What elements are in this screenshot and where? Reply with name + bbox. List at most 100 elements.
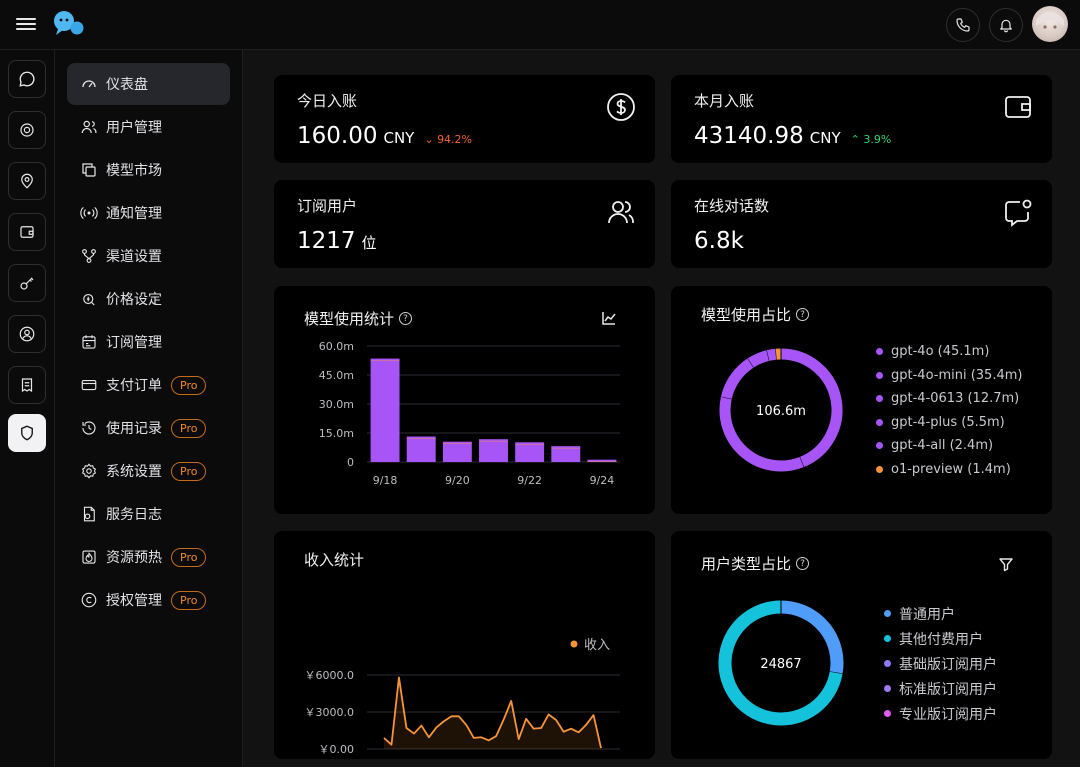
stat-value: 160.00 CNY ⌄ 94.2% [297, 123, 472, 149]
stat-value: 1217 位 [297, 228, 377, 254]
legend-item[interactable]: 标准版订阅用户 [884, 676, 997, 701]
key-icon [20, 277, 34, 290]
bar [479, 439, 508, 462]
legend-item[interactable]: gpt-4-all (2.4m) [876, 434, 1022, 458]
rail-user-circle-button[interactable] [8, 315, 46, 353]
model-share-donut: 106.6m [719, 348, 843, 472]
user-pin-icon [21, 173, 33, 189]
legend-item[interactable]: gpt-4-plus (5.5m) [876, 411, 1022, 435]
stat-number: 160.00 [297, 123, 378, 149]
help-icon[interactable]: ? [796, 557, 810, 570]
avatar[interactable] [1032, 6, 1068, 42]
history-icon [79, 418, 99, 438]
phone-icon [956, 18, 970, 32]
donut-slice [721, 358, 754, 400]
phone-button[interactable] [946, 8, 980, 42]
rail-key-button[interactable] [8, 264, 46, 302]
rail-openai-button[interactable] [8, 111, 46, 149]
sidebar-item-notifications[interactable]: 通知管理 [67, 192, 230, 234]
rail-user-pin-button[interactable] [8, 162, 46, 200]
donut-slice [766, 348, 777, 361]
legend-item[interactable]: o1-preview (1.4m) [876, 458, 1022, 482]
sidebar-item-label: 仪表盘 [106, 77, 148, 93]
x-tick-label: 9/22 [517, 474, 542, 487]
sidebar-item-license[interactable]: 授权管理 Pro [67, 579, 230, 621]
rail-receipt-button[interactable] [8, 366, 46, 404]
sidebar-item-system-settings[interactable]: 系统设置 Pro [67, 450, 230, 492]
notification-button[interactable] [989, 8, 1023, 42]
legend-label: gpt-4-0613 (12.7m) [891, 391, 1020, 407]
sidebar-item-payments[interactable]: 支付订单 Pro [67, 364, 230, 406]
price-tag-icon [79, 289, 99, 309]
rail-shield-button[interactable] [8, 414, 46, 452]
legend-item[interactable]: 普通用户 [884, 601, 997, 626]
bar [406, 436, 436, 462]
sidebar-item-label: 授权管理 [106, 593, 162, 609]
stat-value: 43140.98 CNY ⌃ 3.9% [694, 123, 891, 149]
legend-label: 收入 [584, 638, 610, 653]
stat-number: 1217 [297, 228, 356, 254]
user-type-panel: 用户类型占比? 24867 普通用户 其他付费用户 基础版订阅用户 标准版订阅用… [671, 531, 1052, 759]
shield-icon [21, 425, 33, 441]
line-chart-icon[interactable] [601, 310, 617, 326]
menu-toggle-icon[interactable] [16, 15, 36, 33]
legend-label: gpt-4-all (2.4m) [891, 438, 994, 454]
sidebar-item-model-market[interactable]: 模型市场 [67, 149, 230, 191]
y-tick-label: 30.0m [319, 398, 354, 411]
sidebar-item-users[interactable]: 用户管理 [67, 106, 230, 148]
panel-title-text: 模型使用占比 [701, 306, 792, 324]
wallet-icon [20, 226, 34, 238]
legend-item[interactable]: gpt-4-0613 (12.7m) [876, 387, 1022, 411]
sidebar-item-label: 资源预热 [106, 550, 162, 566]
panel-title: 收入统计 [304, 551, 365, 569]
help-icon[interactable]: ? [796, 308, 810, 321]
bar [587, 459, 617, 462]
sidebar-item-resource-warmup[interactable]: 资源预热 Pro [67, 536, 230, 578]
chat-icon [19, 71, 35, 87]
y-tick-label: 15.0m [319, 427, 354, 440]
legend-label: gpt-4o (45.1m) [891, 344, 990, 360]
slice-divider [799, 456, 805, 468]
y-tick-label: ￥3000.0 [305, 706, 355, 719]
stat-title: 订阅用户 [297, 197, 358, 215]
line-area [384, 677, 601, 749]
donut-slice [719, 396, 804, 472]
stat-card-month: 本月入账 43140.98 CNY ⌃ 3.9% [671, 75, 1052, 163]
legend-item[interactable]: 基础版订阅用户 [884, 651, 997, 676]
filter-icon[interactable] [998, 556, 1014, 572]
users-icon [79, 117, 99, 137]
sidebar-item-label: 渠道设置 [106, 249, 162, 265]
sidebar-item-pricing[interactable]: 价格设定 [67, 278, 230, 320]
sidebar-item-channels[interactable]: 渠道设置 [67, 235, 230, 277]
legend-item[interactable]: 专业版订阅用户 [884, 701, 997, 726]
legend-label: 标准版订阅用户 [899, 681, 997, 698]
legend-item[interactable]: gpt-4o (45.1m) [876, 340, 1022, 364]
model-share-legend: gpt-4o (45.1m) gpt-4o-mini (35.4m) gpt-4… [876, 340, 1022, 481]
stat-unit: CNY [809, 129, 841, 147]
rail-chat-button[interactable] [8, 60, 46, 98]
panel-title-text: 用户类型占比 [701, 555, 792, 573]
broadcast-icon [79, 203, 99, 223]
panel-title: 模型使用统计? [304, 308, 413, 329]
panel-title: 用户类型占比? [701, 553, 810, 574]
help-icon[interactable]: ? [399, 312, 413, 325]
sidebar-item-dashboard[interactable]: 仪表盘 [67, 63, 230, 105]
sidebar-item-subscriptions[interactable]: 订阅管理 [67, 321, 230, 363]
credit-card-icon [79, 375, 99, 395]
rail-wallet-button[interactable] [8, 213, 46, 251]
stat-title: 在线对话数 [694, 197, 770, 215]
donut-center-value: 24867 [760, 657, 801, 672]
sidebar-item-label: 模型市场 [106, 163, 162, 179]
trend-value: 3.9% [863, 133, 892, 146]
openai-icon [20, 123, 34, 137]
legend-item[interactable]: 其他付费用户 [884, 626, 997, 651]
sidebar-item-usage-records[interactable]: 使用记录 Pro [67, 407, 230, 449]
legend-label: 基础版订阅用户 [899, 656, 997, 673]
y-tick-label: 0 [347, 456, 354, 469]
users-icon [608, 201, 634, 224]
sidebar-item-service-logs[interactable]: 服务日志 [67, 493, 230, 535]
slice-divider [766, 350, 770, 361]
top-bar [0, 0, 1080, 50]
legend-item[interactable]: gpt-4o-mini (35.4m) [876, 364, 1022, 388]
copy-icon [79, 160, 99, 180]
